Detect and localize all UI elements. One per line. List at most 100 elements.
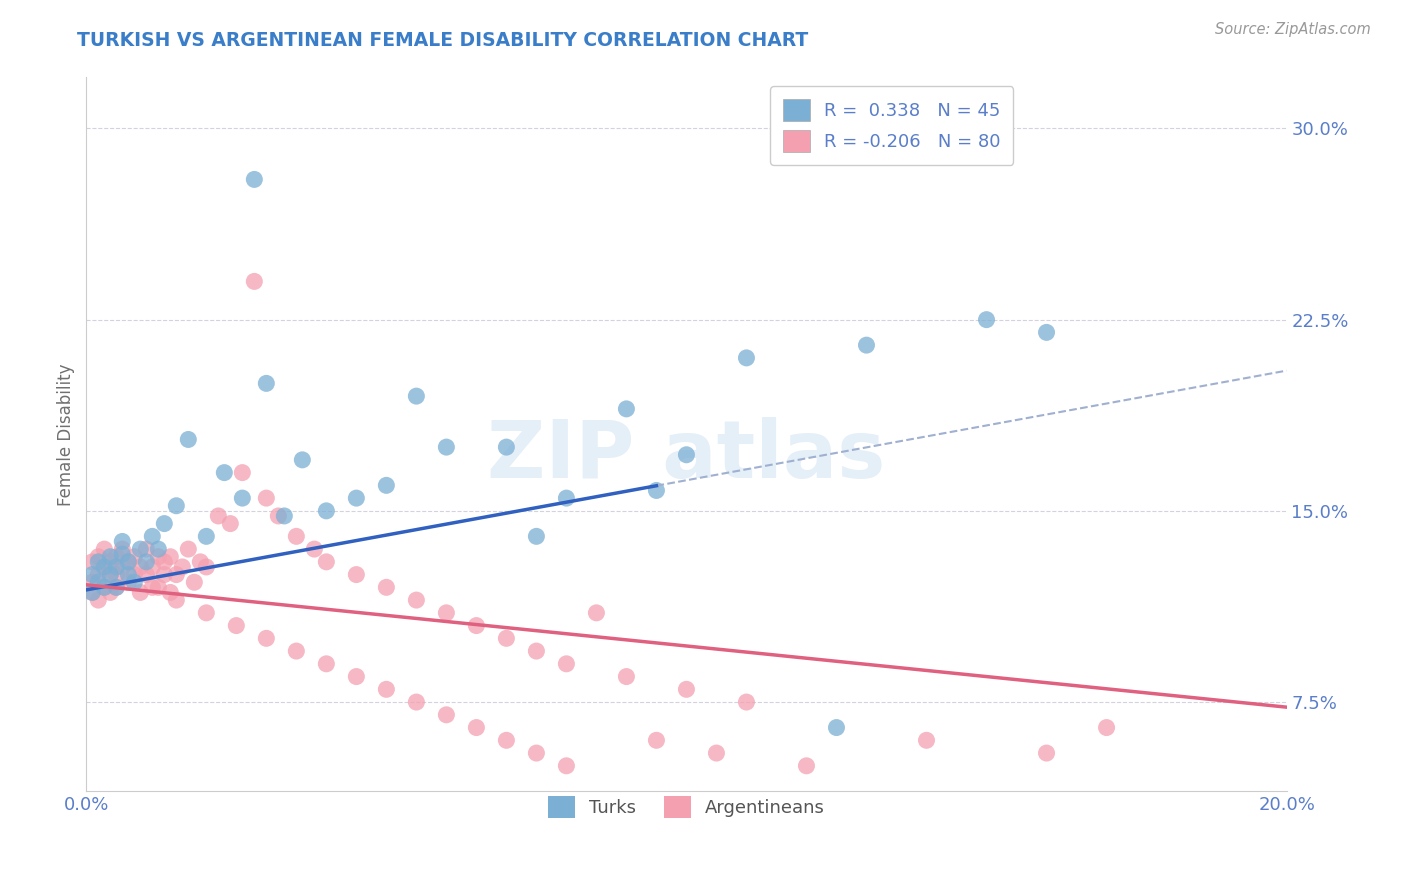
Point [195,560,218,574]
Point [273,508,295,523]
Point [159,549,181,564]
Point [153,516,176,531]
Point [105,560,128,574]
Point [93,580,115,594]
Point [98,549,121,564]
Point [172,560,194,574]
Text: TURKISH VS ARGENTINEAN FEMALE DISABILITY CORRELATION CHART: TURKISH VS ARGENTINEAN FEMALE DISABILITY… [77,31,808,50]
Point [405,695,427,709]
Point [141,560,163,574]
Point [304,542,326,557]
Point [434,707,457,722]
Point [98,555,121,569]
Point [243,172,266,186]
Point [225,618,247,632]
Point [1035,746,1057,760]
Point [165,499,187,513]
Point [405,389,427,403]
Point [98,585,121,599]
Point [267,508,290,523]
Point [105,580,128,594]
Y-axis label: Female Disability: Female Disability [58,363,75,506]
Point [93,542,115,557]
Point [124,575,146,590]
Point [976,312,998,326]
Point [82,585,104,599]
Point [675,448,697,462]
Point [111,547,134,561]
Point [706,746,728,760]
Point [124,567,146,582]
Point [585,606,607,620]
Point [291,453,314,467]
Point [135,555,157,569]
Point [285,529,308,543]
Point [375,478,398,492]
Point [124,549,146,564]
Point [315,504,337,518]
Point [135,542,157,557]
Point [129,542,152,557]
Point [243,274,266,288]
Point [495,733,517,747]
Point [254,376,277,391]
Point [315,657,337,671]
Point [645,733,668,747]
Legend: Turks, Argentineans: Turks, Argentineans [541,789,832,825]
Point [129,560,152,574]
Point [285,644,308,658]
Point [526,644,548,658]
Point [555,657,578,671]
Point [141,580,163,594]
Point [465,618,488,632]
Point [87,549,110,564]
Point [616,401,638,416]
Point [111,560,134,574]
Point [344,491,367,505]
Point [87,593,110,607]
Point [825,721,848,735]
Point [405,593,427,607]
Point [98,567,121,582]
Point [117,555,139,569]
Point [735,351,758,365]
Point [111,542,134,557]
Point [135,567,157,582]
Point [1035,326,1057,340]
Point [117,567,139,582]
Point [148,580,170,594]
Point [98,567,121,582]
Point [796,759,818,773]
Point [87,575,110,590]
Point [231,491,253,505]
Point [495,440,517,454]
Point [87,567,110,582]
Point [93,560,115,574]
Point [231,466,253,480]
Point [735,695,758,709]
Point [315,555,337,569]
Point [526,746,548,760]
Point [195,529,218,543]
Point [117,555,139,569]
Point [117,575,139,590]
Point [87,555,110,569]
Point [645,483,668,498]
Point [165,567,187,582]
Point [105,549,128,564]
Point [82,555,104,569]
Point [855,338,877,352]
Point [375,580,398,594]
Point [177,433,200,447]
Point [555,491,578,505]
Point [465,721,488,735]
Point [555,759,578,773]
Point [207,508,229,523]
Point [616,669,638,683]
Point [219,516,242,531]
Point [165,593,187,607]
Point [915,733,938,747]
Point [375,682,398,697]
Point [153,567,176,582]
Point [254,632,277,646]
